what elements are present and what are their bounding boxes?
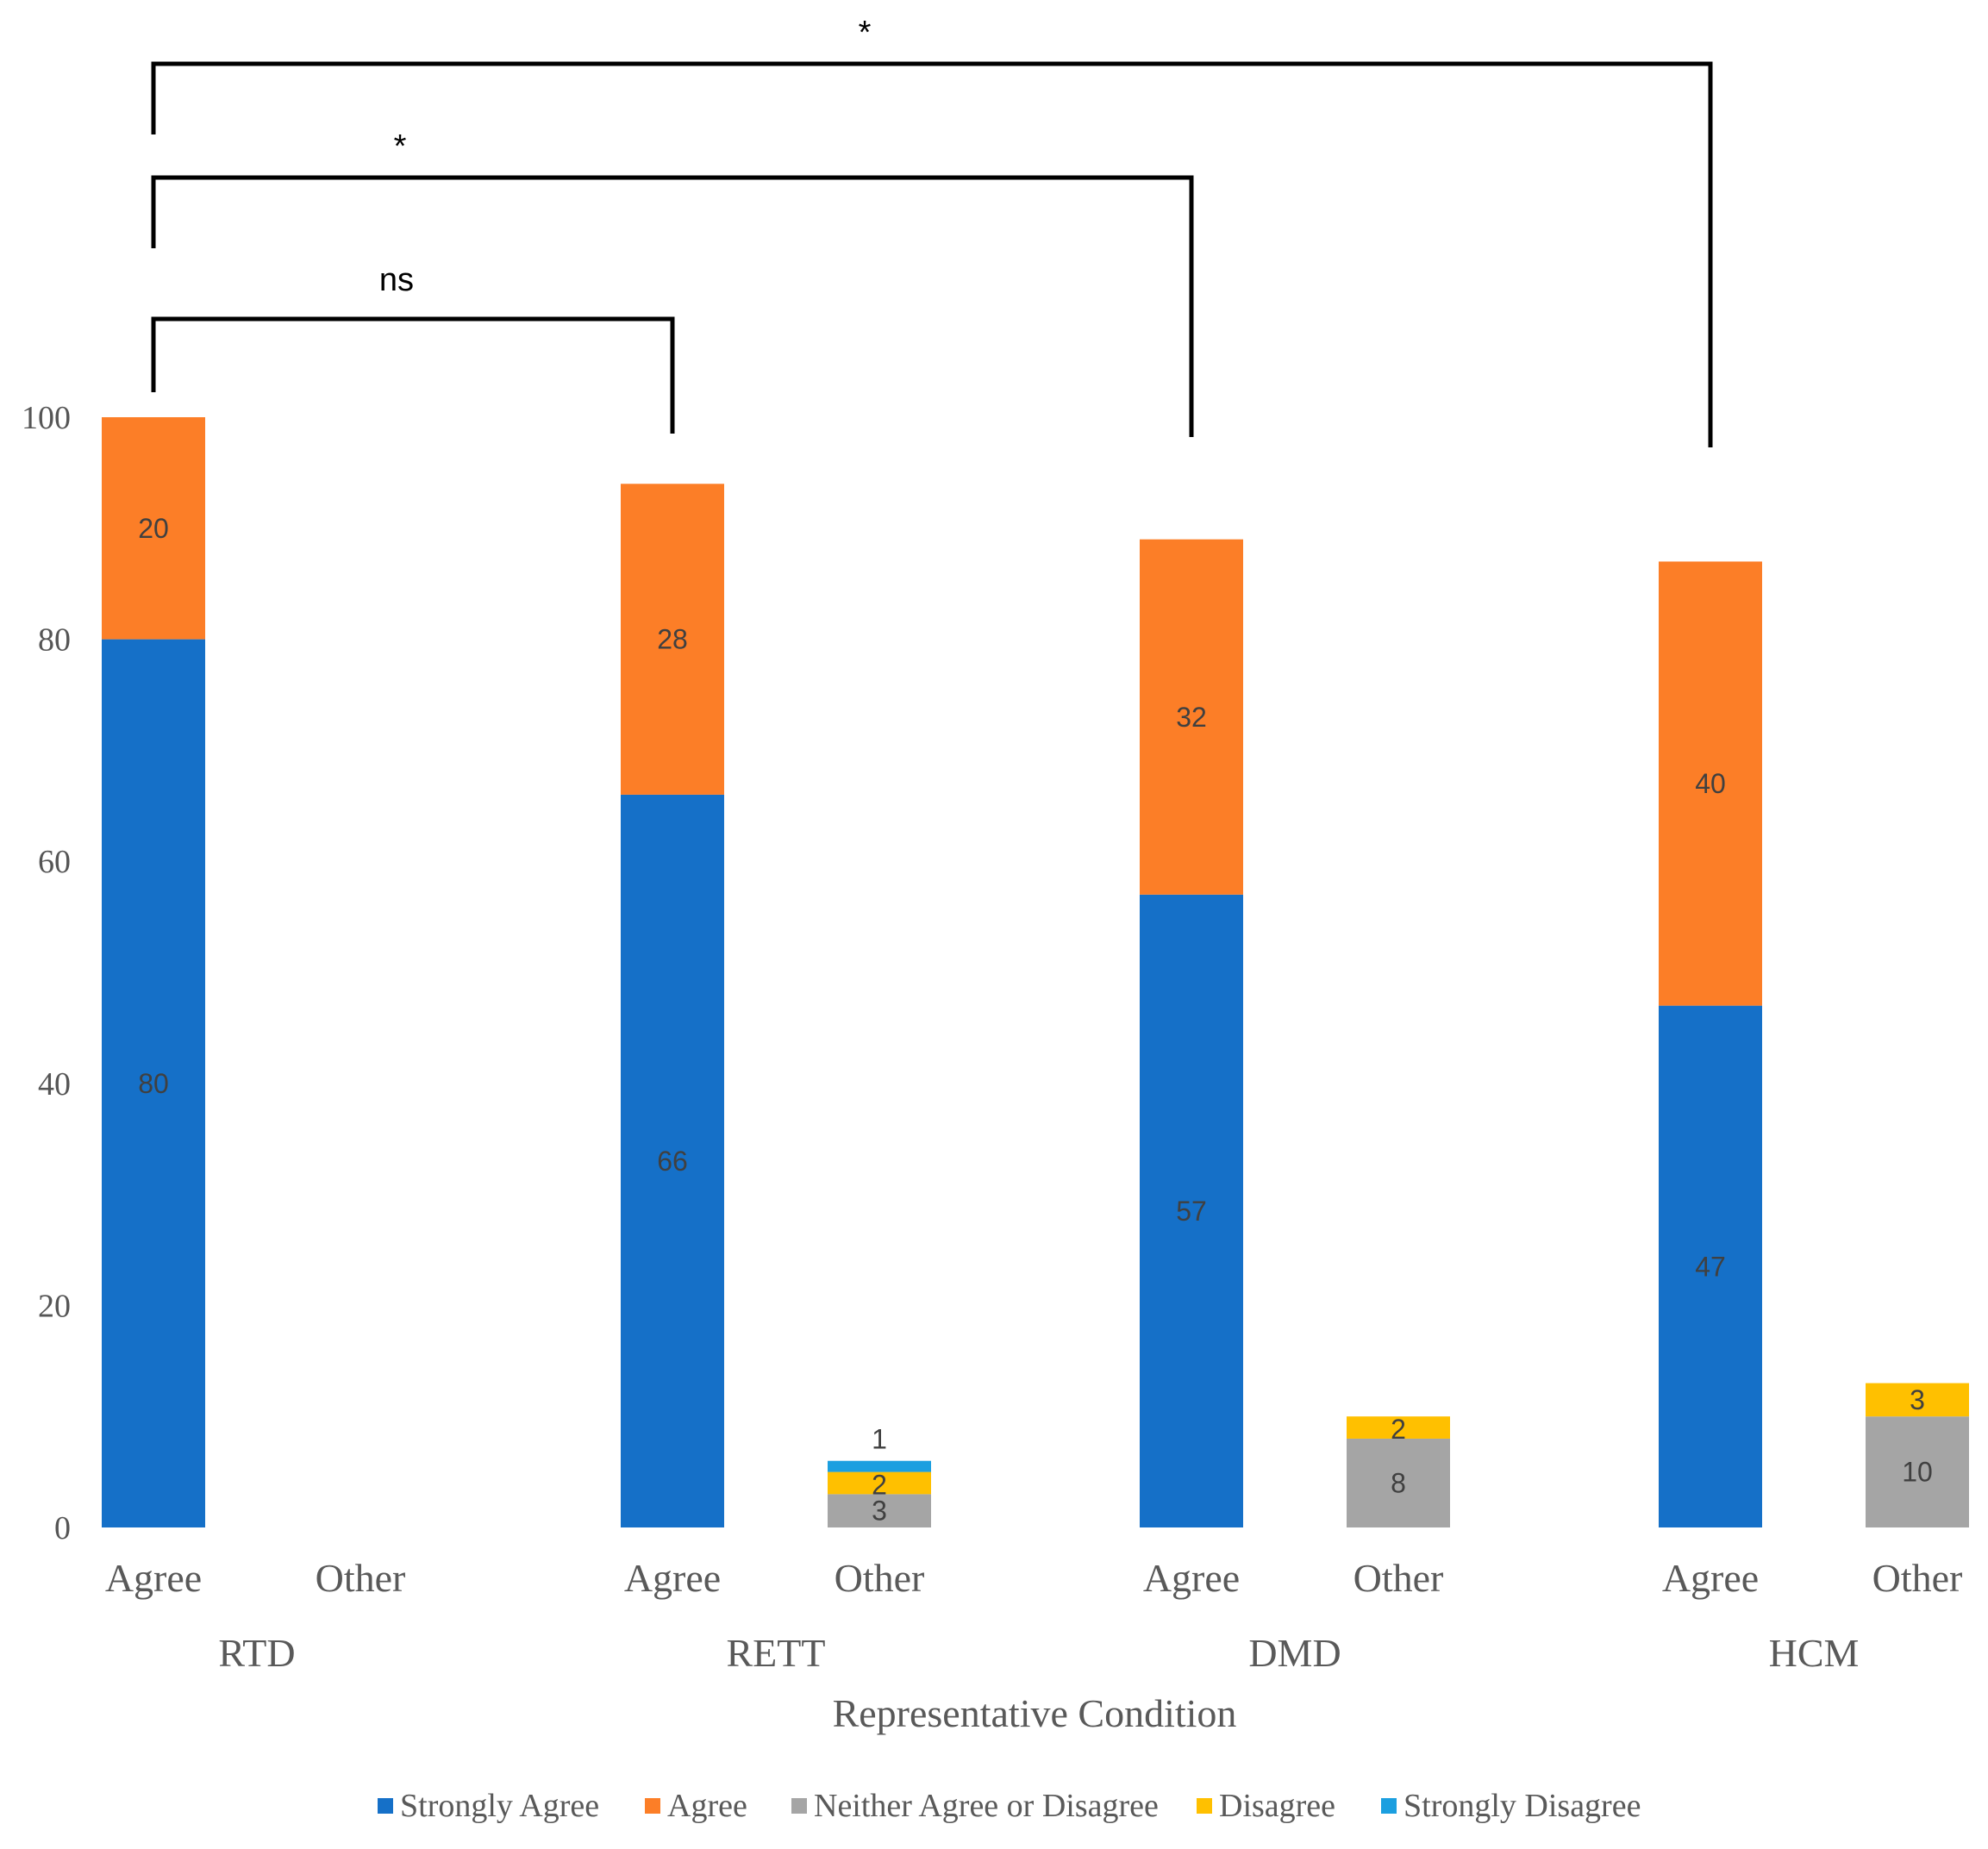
bar-segment-strongly-agree [1659,1005,1762,1527]
data-label: 47 [1695,1251,1726,1282]
y-tick-label: 0 [54,1510,71,1546]
data-label: 20 [138,513,169,544]
y-tick-label: 60 [38,844,71,880]
bar-segment-disagree [828,1471,931,1495]
x-tick-label: Agree [1143,1556,1240,1600]
x-axis: Agree Other Agree Other Agree Other Agree Other… [105,1556,1963,1675]
significance-label: * [394,128,407,165]
legend-swatch-disagree [1197,1798,1212,1814]
bar-segment-strongly-disagree [828,1460,931,1472]
legend: Strongly Agree Agree Neither Agree or Disa… [378,1788,1641,1824]
y-tick-label: 20 [38,1288,71,1324]
significance-bracket [151,61,1713,447]
x-tick-label: Other [1872,1556,1963,1600]
y-axis: 0 20 40 60 80 100 [22,400,71,1546]
data-label: 8 [1391,1467,1406,1498]
group-label: HCM [1769,1631,1860,1675]
data-label: 3 [1910,1384,1925,1415]
legend-label: Agree [667,1788,747,1824]
data-label: 28 [657,624,688,655]
bar-segment-agree [1140,539,1243,895]
data-label: 57 [1176,1196,1207,1227]
bar-segment-strongly-agree [102,639,205,1527]
significance-bracket [151,175,1194,437]
data-label: 3 [872,1496,887,1527]
significance-label: * [859,15,872,51]
legend-label: Disagree [1219,1788,1335,1824]
legend-swatch-strongly-disagree [1381,1798,1397,1814]
group-label: RTD [218,1631,295,1675]
data-label: 2 [1391,1414,1406,1445]
significance-label: ns [379,262,414,298]
y-tick-label: 100 [22,400,71,436]
legend-label: Strongly Disagree [1403,1788,1641,1824]
bar-segment-disagree [1347,1416,1450,1439]
bar-segment-disagree [1866,1383,1969,1417]
legend-label: Strongly Agree [400,1788,599,1824]
data-label: 80 [138,1068,169,1099]
bar-segment-agree [102,417,205,640]
y-tick-label: 80 [38,622,71,659]
group-label: DMD [1248,1631,1341,1675]
data-label: 40 [1695,768,1726,799]
group-label: RETT [727,1631,826,1675]
legend-swatch-agree [645,1798,660,1814]
x-tick-label: Other [1353,1556,1444,1600]
bar-segment-agree [621,484,724,795]
x-axis-title: Representative Condition [833,1691,1237,1735]
y-tick-label: 40 [38,1066,71,1103]
x-tick-label: Agree [105,1556,202,1600]
bar-segment-neither-agree-or-disagree [828,1494,931,1527]
bar-segment-neither-agree-or-disagree [1347,1438,1450,1527]
significance-brackets: ns * * [151,15,1713,447]
x-tick-label: Other [835,1556,925,1600]
data-label: 1 [872,1424,887,1455]
data-label: 2 [872,1469,887,1500]
x-tick-label: Agree [624,1556,721,1600]
legend-swatch-strongly-agree [378,1798,393,1814]
bar-segment-strongly-agree [1140,894,1243,1527]
data-label: 66 [657,1146,688,1177]
legend-label: Neither Agree or Disagree [814,1788,1159,1824]
legend-swatch-neither-agree-or-disagree [791,1798,807,1814]
data-label: 32 [1176,702,1207,733]
data-label: 10 [1902,1457,1933,1488]
bar-segment-agree [1659,561,1762,1006]
bar-segment-strongly-agree [621,794,724,1527]
significance-bracket [151,316,675,434]
bar-segment-neither-agree-or-disagree [1866,1416,1969,1527]
x-tick-label: Other [316,1556,406,1600]
x-tick-label: Agree [1662,1556,1759,1600]
